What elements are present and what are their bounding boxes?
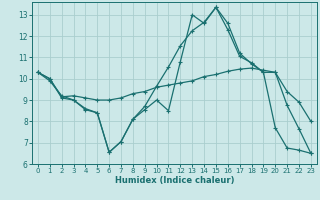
X-axis label: Humidex (Indice chaleur): Humidex (Indice chaleur)	[115, 176, 234, 185]
